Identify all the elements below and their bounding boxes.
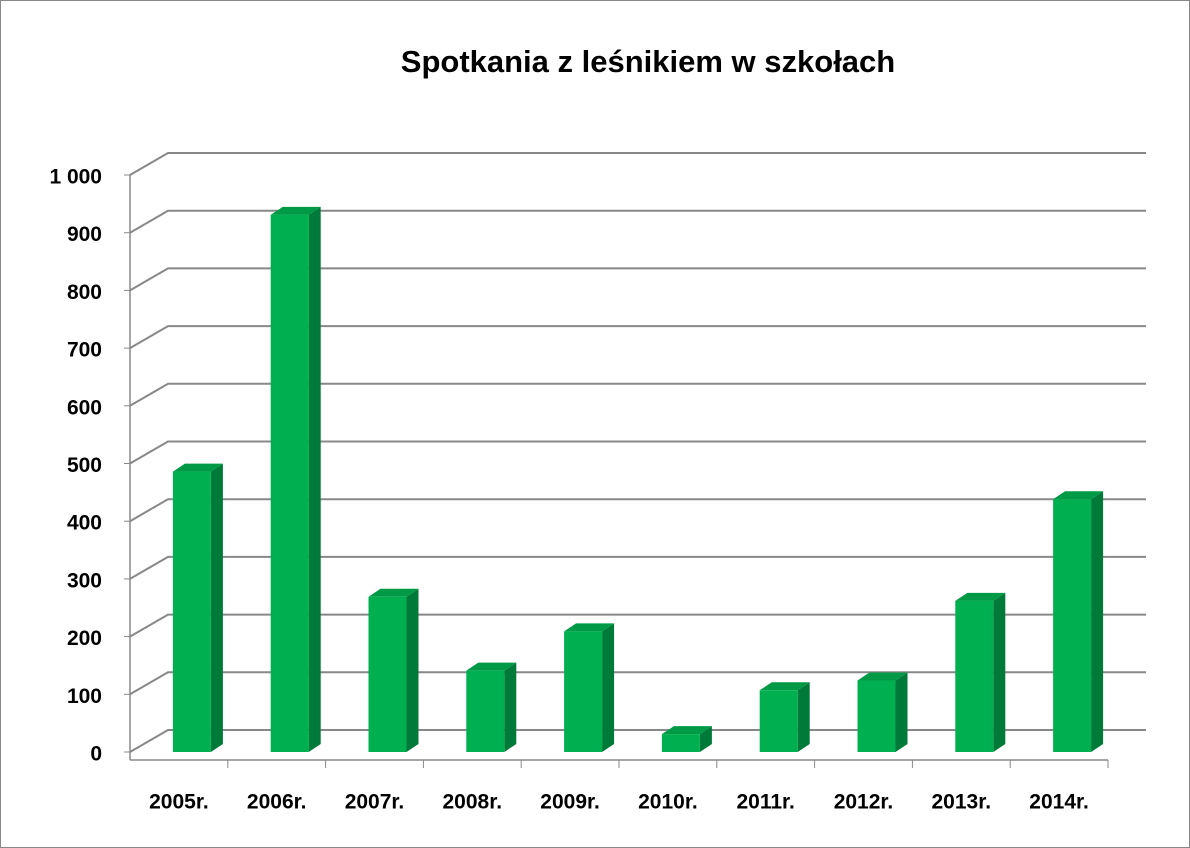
grid-line	[129, 382, 1146, 407]
bar-side	[308, 206, 321, 753]
x-tick-label: 2011r.	[736, 791, 794, 814]
x-tick-label: 2006r.	[247, 791, 307, 814]
bar-side	[504, 662, 517, 752]
x-tick-label: 2010r.	[638, 791, 698, 814]
bar	[466, 670, 505, 752]
y-tick-label: 700	[67, 339, 102, 362]
bar-side	[699, 726, 712, 752]
y-tick-label: 1 000	[49, 166, 102, 189]
chart-title: Spotkania z leśnikiem w szkołach	[401, 44, 895, 79]
bar-side	[797, 682, 810, 752]
grid-line	[129, 152, 1146, 176]
y-tick-label: 900	[67, 223, 102, 246]
grid-line	[129, 498, 1146, 523]
grid-line	[129, 325, 1146, 349]
bar	[661, 734, 700, 752]
grid-line	[129, 671, 1146, 696]
bar-top	[564, 623, 615, 632]
bar	[564, 631, 603, 752]
bar	[1053, 499, 1092, 752]
y-tick-label: 0	[90, 743, 102, 766]
bar-side	[993, 592, 1006, 752]
bar	[955, 600, 994, 752]
bar-top	[1053, 491, 1104, 500]
x-tick-label: 2008r.	[443, 791, 503, 814]
x-tick-label: 2007r.	[345, 791, 405, 814]
y-tick-label: 100	[67, 685, 102, 708]
bar-side	[406, 588, 419, 752]
bar-top	[661, 726, 712, 735]
y-tick-label: 800	[67, 281, 102, 304]
grid-line	[129, 729, 1146, 753]
y-tick-label: 400	[67, 512, 102, 535]
grid-line	[129, 555, 1146, 580]
bar-side	[1091, 491, 1104, 752]
bar-top	[270, 206, 321, 215]
y-tick-label: 200	[67, 627, 102, 650]
bar-top	[759, 682, 810, 691]
bar	[759, 690, 798, 752]
bar	[857, 680, 896, 752]
bar-top	[466, 662, 517, 671]
grid-line	[129, 267, 1146, 292]
grid-line	[129, 613, 1146, 638]
bar-top	[368, 588, 419, 597]
grid-line	[129, 440, 1146, 465]
y-tick-label: 300	[67, 569, 102, 592]
x-tick-label: 2012r.	[834, 791, 894, 814]
x-tick-label: 2013r.	[932, 791, 992, 814]
x-tick-label: 2009r.	[540, 791, 600, 814]
bar-side	[602, 623, 615, 752]
y-tick-label: 600	[67, 396, 102, 419]
y-tick-label: 500	[67, 454, 102, 477]
bar	[368, 596, 407, 752]
bar-top	[857, 672, 908, 681]
bar	[172, 471, 211, 752]
bar-side	[210, 463, 223, 752]
bar	[270, 214, 309, 753]
bar-top	[172, 463, 223, 472]
x-tick-label: 2005r.	[149, 791, 209, 814]
bar-side	[895, 672, 908, 752]
grid-line	[129, 209, 1146, 234]
bar-top	[955, 592, 1006, 601]
x-tick-label: 2014r.	[1029, 791, 1089, 814]
